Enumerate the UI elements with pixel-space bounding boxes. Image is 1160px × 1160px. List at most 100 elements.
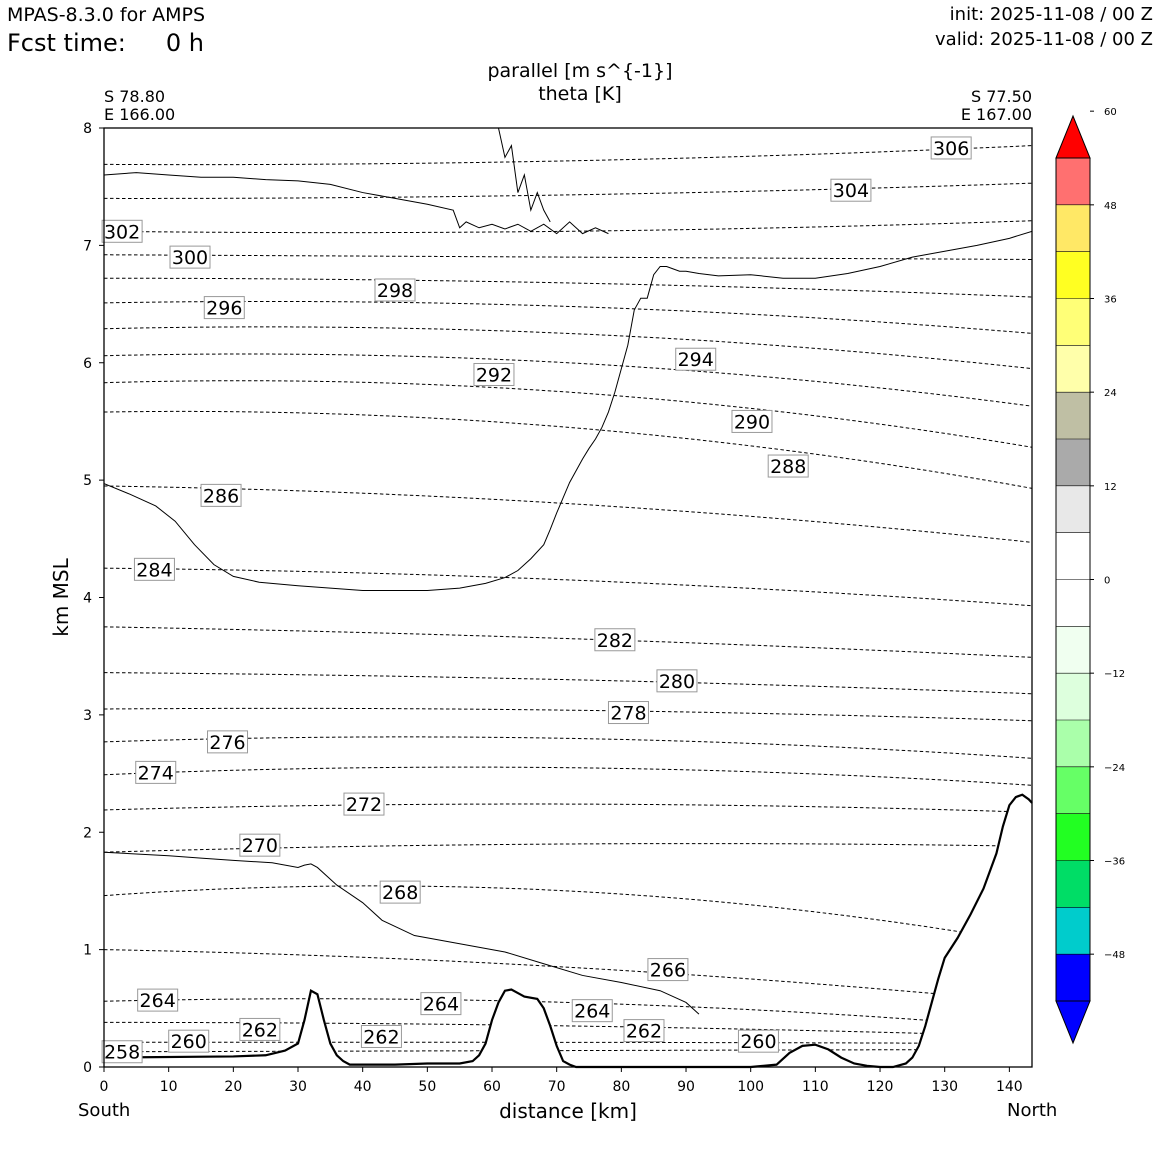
wind-contour-3 <box>104 172 609 235</box>
contour-label-box <box>675 347 717 371</box>
contour-label-text: 264 <box>140 990 176 1012</box>
left-end-coords: S 78.80 E 166.00 <box>104 88 175 124</box>
contour-label-box <box>360 1024 402 1048</box>
theta-contour-282 <box>104 626 1032 658</box>
colorbar-tick-label: −36 <box>1104 857 1125 868</box>
y-tick-label: 2 <box>83 825 92 841</box>
colorbar: 60 48 36 24 12 0 −12 −24 −36 −48 <box>1055 107 1125 1045</box>
x-axis: 0 10 20 30 40 50 60 70 80 90 100 110 120 130 140 <box>100 1067 1023 1095</box>
contour-label-282: 282 <box>594 628 636 652</box>
contour-label-box <box>379 880 421 904</box>
contour-label-284: 284 <box>133 557 175 581</box>
contour-label-304: 304 <box>830 178 872 202</box>
theta-contour-258 <box>104 1048 1032 1053</box>
contour-label-box <box>420 992 462 1016</box>
x-tick-label: 110 <box>802 1079 829 1095</box>
contour-label-262: 262 <box>623 1019 665 1043</box>
contour-label-box <box>133 557 175 581</box>
contour-label-box <box>203 296 245 320</box>
x-tick-label: 10 <box>160 1079 178 1095</box>
contour-label-text: 262 <box>242 1019 278 1041</box>
theta-contour-298 <box>104 277 1032 298</box>
x-tick-label: 60 <box>483 1079 501 1095</box>
contour-label-262: 262 <box>360 1024 402 1048</box>
colorbar-tick-label: 24 <box>1104 388 1117 399</box>
contour-label-box <box>207 730 249 754</box>
y-tick-label: 8 <box>83 121 92 137</box>
contour-label-box <box>374 278 416 302</box>
theta-contour-290 <box>104 380 1032 448</box>
theta-contour-284 <box>104 567 1032 607</box>
colorbar-tick-label: −48 <box>1104 950 1125 961</box>
contour-label-box <box>200 483 242 507</box>
colorbar-tick-label: 60 <box>1104 107 1117 118</box>
theta-contour-266 <box>104 949 1032 1003</box>
x-tick-label: 30 <box>289 1079 307 1095</box>
contour-label-text: 296 <box>206 298 242 320</box>
contour-label-box <box>647 958 689 982</box>
contour-label-box <box>767 454 809 478</box>
y-axis: 0 1 2 3 4 5 6 7 8 <box>83 121 104 1076</box>
colorbar-bin <box>1056 532 1090 580</box>
contour-label-box <box>737 1029 779 1053</box>
left-end-lon: E 166.00 <box>104 105 176 124</box>
theta-contour-302 <box>104 220 1032 234</box>
contour-label-text: 262 <box>626 1021 662 1043</box>
contour-label-274: 274 <box>135 760 177 784</box>
contour-label-266: 266 <box>647 958 689 982</box>
contour-label-294: 294 <box>675 347 717 371</box>
wind-contours <box>104 128 1032 1015</box>
colorbar-bin <box>1056 860 1090 908</box>
north-label: North <box>1007 1100 1058 1121</box>
colorbar-tick-label: 12 <box>1104 482 1117 493</box>
contour-label-306: 306 <box>930 136 972 160</box>
contour-label-text: 284 <box>136 559 172 581</box>
contour-label-280: 280 <box>656 669 698 693</box>
colorbar-tick-label: 0 <box>1104 576 1110 587</box>
contour-label-box <box>830 178 872 202</box>
contour-labels: 306 304 302 300 298 296 294 292 290 288 286 284 282 2… <box>101 136 972 1064</box>
contour-label-text: 302 <box>104 221 140 243</box>
contour-label-text: 260 <box>171 1031 207 1053</box>
theta-contour-264 <box>104 998 1032 1029</box>
colorbar-bin <box>1056 813 1090 861</box>
theta-contour-270 <box>104 843 1032 853</box>
y-tick-label: 7 <box>83 238 92 254</box>
contour-label-text: 280 <box>659 671 695 693</box>
theta-contour-286 <box>104 485 1032 543</box>
y-tick-label: 0 <box>83 1060 92 1076</box>
x-tick-label: 70 <box>548 1079 566 1095</box>
terrain-fill <box>104 794 1032 1067</box>
valid-time: valid: 2025-11-08 / 00 Z <box>935 29 1153 50</box>
colorbar-bin <box>1056 439 1090 486</box>
contour-label-292: 292 <box>473 362 515 386</box>
colorbar-bin <box>1056 485 1090 533</box>
terrain <box>103 793 1033 1069</box>
colorbar-tick-label: −24 <box>1104 763 1125 774</box>
contour-label-text: 306 <box>933 138 969 160</box>
contour-label-296: 296 <box>203 296 245 320</box>
contour-label-text: 274 <box>138 762 174 784</box>
contour-label-272: 272 <box>343 792 385 816</box>
colorbar-over-arrow <box>1055 114 1091 159</box>
contour-label-text: 304 <box>833 180 869 202</box>
theta-contour-268 <box>104 885 1032 945</box>
forecast-time: Fcst time: 0 h <box>7 29 204 57</box>
x-tick-label: 140 <box>996 1079 1023 1095</box>
contour-label-276: 276 <box>207 730 249 754</box>
contour-label-264: 264 <box>571 999 613 1023</box>
colorbar-under-arrow <box>1055 1000 1091 1045</box>
contour-label-text: 290 <box>734 411 770 433</box>
colorbar-bin <box>1056 766 1090 814</box>
theta-contours <box>104 145 1032 1053</box>
y-tick-label: 3 <box>83 708 92 724</box>
contour-label-290: 290 <box>731 409 773 433</box>
contour-label-text: 272 <box>346 794 382 816</box>
right-end-lat: S 77.50 <box>970 87 1032 106</box>
contour-label-264: 264 <box>137 988 179 1012</box>
contour-label-text: 298 <box>377 280 413 302</box>
contour-label-text: 292 <box>476 364 512 386</box>
contour-label-box <box>473 362 515 386</box>
contour-label-box <box>656 669 698 693</box>
colorbar-bin <box>1056 392 1090 439</box>
